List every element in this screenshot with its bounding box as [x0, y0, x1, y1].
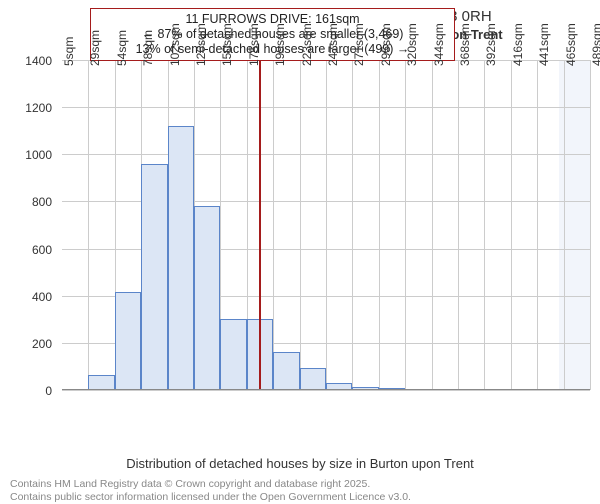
x-tick-1: 29sqm — [88, 30, 102, 66]
x-tick-6: 150sqm — [220, 23, 234, 66]
x-tick-15: 368sqm — [458, 23, 472, 66]
gridline-v — [379, 60, 380, 390]
gridline-v — [405, 60, 406, 390]
y-tick-1200: 1200 — [2, 101, 52, 115]
x-tick-12: 295sqm — [379, 23, 393, 66]
footer-line-1: Contains HM Land Registry data © Crown c… — [10, 478, 411, 491]
gridline-v — [352, 60, 353, 390]
x-axis-title: Distribution of detached houses by size … — [0, 456, 600, 471]
gridline-v — [564, 60, 565, 390]
x-tick-2: 54sqm — [115, 30, 129, 66]
y-tick-200: 200 — [2, 337, 52, 351]
y-tick-0: 0 — [2, 384, 52, 398]
gridline-v — [88, 60, 89, 390]
x-tick-18: 441sqm — [537, 23, 551, 66]
x-tick-16: 392sqm — [484, 23, 498, 66]
histogram-bar-3[interactable] — [141, 164, 167, 390]
footer-text: Contains HM Land Registry data © Crown c… — [10, 478, 411, 504]
y-tick-600: 600 — [2, 243, 52, 257]
y-tick-1000: 1000 — [2, 148, 52, 162]
histogram-bar-9[interactable] — [300, 368, 326, 390]
x-tick-11: 271sqm — [352, 23, 366, 66]
x-tick-13: 320sqm — [405, 23, 419, 66]
x-tick-0: 5sqm — [62, 37, 76, 66]
gridline-v — [273, 60, 274, 390]
gridline-v — [300, 60, 301, 390]
gridline-v — [590, 60, 591, 390]
gridline-h — [62, 390, 590, 391]
x-tick-7: 175sqm — [247, 23, 261, 66]
x-tick-14: 344sqm — [432, 23, 446, 66]
plot-area: 0 200 400 600 800 1000 1200 1400 — [62, 60, 590, 390]
histogram-bar-4[interactable] — [168, 126, 194, 390]
histogram-chart: 11, FURROWS DRIVE, BURTON-ON-TRENT, DE13… — [0, 0, 600, 500]
x-tick-20: 489sqm — [590, 23, 600, 66]
histogram-bar-5[interactable] — [194, 206, 220, 390]
footer-line-2: Contains public sector information licen… — [10, 491, 411, 504]
y-tick-400: 400 — [2, 290, 52, 304]
y-tick-800: 800 — [2, 195, 52, 209]
x-tick-4: 102sqm — [168, 23, 182, 66]
x-tick-9: 223sqm — [300, 23, 314, 66]
gridline-v — [511, 60, 512, 390]
x-tick-17: 416sqm — [511, 23, 525, 66]
y-tick-1400: 1400 — [2, 54, 52, 68]
x-tick-5: 126sqm — [194, 23, 208, 66]
gridline-v — [537, 60, 538, 390]
histogram-bar-8[interactable] — [273, 352, 299, 390]
histogram-bar-6[interactable] — [220, 319, 246, 390]
histogram-bar-2[interactable] — [115, 292, 141, 390]
gridline-v — [432, 60, 433, 390]
gridline-v — [458, 60, 459, 390]
x-tick-8: 199sqm — [273, 23, 287, 66]
histogram-bar-1[interactable] — [88, 375, 114, 390]
property-marker-line[interactable] — [259, 58, 261, 390]
x-axis-baseline — [62, 389, 590, 390]
x-tick-3: 78sqm — [141, 30, 155, 66]
gridline-v — [484, 60, 485, 390]
x-tick-10: 247sqm — [326, 23, 340, 66]
x-tick-19: 465sqm — [564, 23, 578, 66]
gridline-v — [326, 60, 327, 390]
